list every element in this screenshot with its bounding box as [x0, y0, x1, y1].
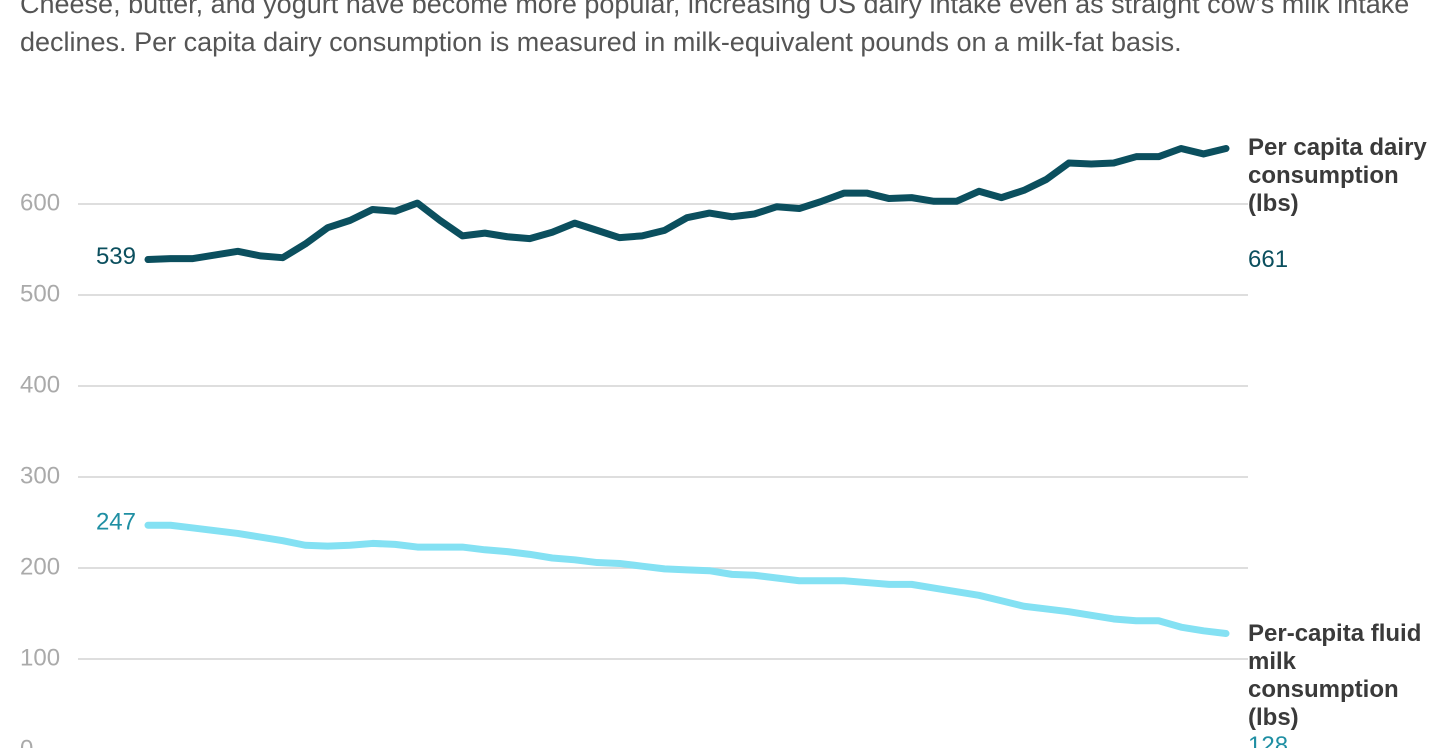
series-label: Per-capita fluid milk consumption (lbs) — [1248, 619, 1422, 731]
y-tick-label: 500 — [20, 280, 60, 307]
data-line — [144, 521, 1230, 638]
start-value-label: 247 — [96, 509, 136, 536]
y-tick-label: 200 — [20, 553, 60, 580]
y-tick-label: 0 — [20, 735, 33, 748]
y-tick-label: 100 — [20, 644, 60, 671]
start-value-label: 539 — [96, 243, 136, 270]
y-tick-label: 400 — [20, 371, 60, 398]
end-value-label: 661 — [1248, 246, 1289, 274]
y-tick-label: 300 — [20, 462, 60, 489]
y-tick-label: 600 — [20, 189, 60, 216]
end-value-label: 128 — [1248, 731, 1289, 748]
series-label: Per capita dairy consumption (lbs) — [1248, 134, 1427, 218]
data-line — [144, 144, 1230, 264]
chart-subtitle: Cheese, butter, and yogurt have become m… — [20, 0, 1410, 57]
